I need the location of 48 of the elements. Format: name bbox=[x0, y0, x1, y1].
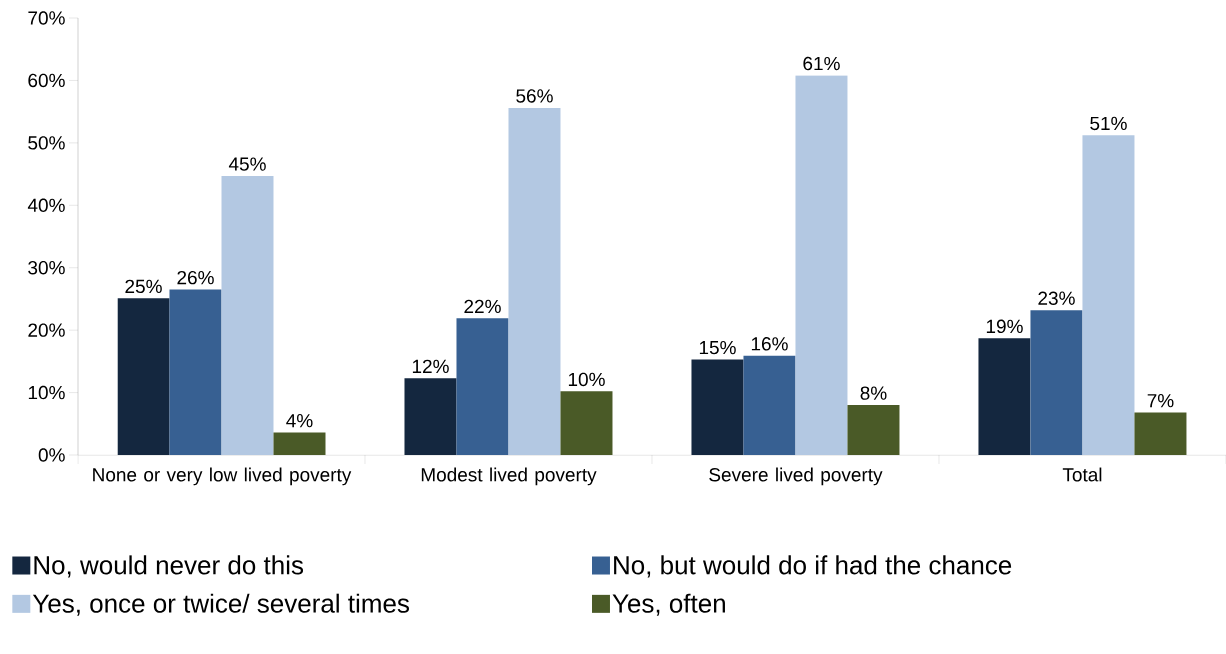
legend-label: Yes, once or twice/ several times bbox=[32, 593, 409, 616]
bar bbox=[795, 75, 848, 455]
bar bbox=[1030, 310, 1083, 455]
bar bbox=[508, 107, 561, 455]
data-label: 8% bbox=[860, 386, 887, 400]
bar bbox=[691, 359, 744, 455]
bar bbox=[169, 289, 222, 455]
bar bbox=[1134, 412, 1187, 455]
y-tick-label: 20% bbox=[28, 323, 65, 337]
data-label: 15% bbox=[699, 340, 736, 355]
y-tick-label: 60% bbox=[28, 73, 65, 88]
legend-label: No, but would do if had the chance bbox=[614, 555, 1012, 578]
data-label: 61% bbox=[803, 56, 840, 71]
data-label: 25% bbox=[125, 279, 162, 294]
legend-label: No, would never do this bbox=[34, 555, 304, 578]
x-tick-label: Modest lived poverty bbox=[421, 467, 597, 486]
bar bbox=[847, 405, 900, 455]
data-label: 23% bbox=[1038, 291, 1075, 305]
y-tick-label: 50% bbox=[28, 136, 65, 150]
bar bbox=[560, 391, 613, 455]
bar bbox=[117, 298, 170, 455]
bar bbox=[273, 432, 326, 455]
y-tick-label: 30% bbox=[28, 260, 65, 275]
y-tick-label: 70% bbox=[28, 11, 65, 25]
data-label: 10% bbox=[568, 372, 605, 387]
data-label: 19% bbox=[986, 319, 1023, 334]
data-label: 12% bbox=[412, 359, 449, 374]
bar bbox=[1082, 135, 1135, 455]
data-label: 56% bbox=[516, 89, 553, 103]
data-label: 51% bbox=[1090, 116, 1127, 131]
bar bbox=[456, 318, 509, 455]
data-label: 7% bbox=[1147, 394, 1174, 408]
bar bbox=[404, 378, 457, 455]
data-label: 22% bbox=[464, 299, 501, 314]
y-tick-label: 40% bbox=[27, 198, 65, 213]
data-label: 4% bbox=[286, 414, 313, 428]
bar bbox=[221, 175, 274, 455]
legend-label: Yes, often bbox=[612, 593, 725, 616]
bar bbox=[978, 338, 1031, 455]
x-tick-label: Total bbox=[1062, 467, 1102, 482]
x-tick-label: Severe lived poverty bbox=[709, 467, 883, 486]
data-label: 26% bbox=[177, 270, 214, 285]
y-tick-label: 0% bbox=[38, 448, 65, 462]
y-tick-label: 10% bbox=[28, 385, 65, 400]
data-label: 16% bbox=[751, 337, 788, 351]
x-tick-label: None or very low lived poverty bbox=[93, 467, 352, 486]
bar bbox=[743, 355, 796, 455]
data-label: 45% bbox=[228, 157, 266, 171]
